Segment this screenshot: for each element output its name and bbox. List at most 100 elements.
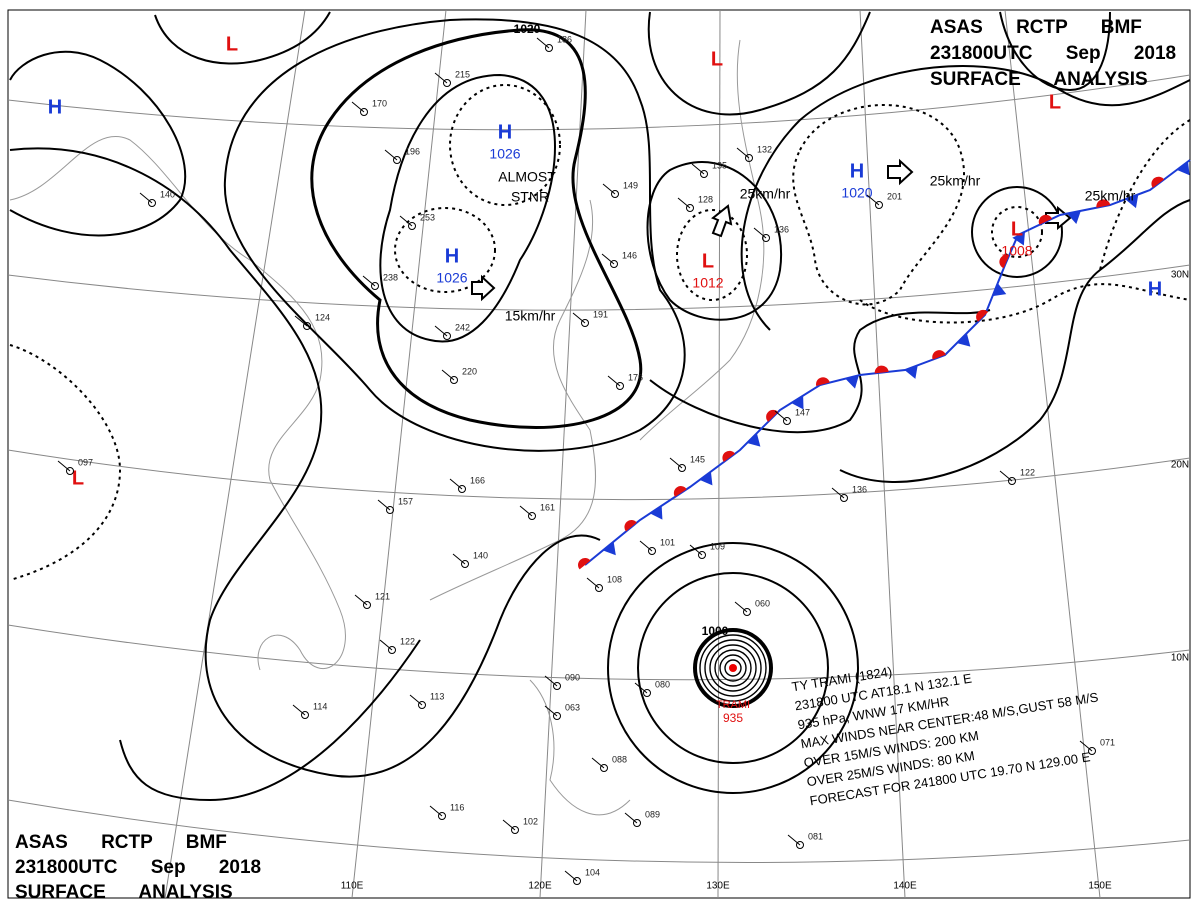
warm-front-semicircle [976,309,989,322]
station-pressure: 081 [808,831,823,841]
station-circle [545,44,553,52]
station-circle [408,222,416,230]
center-symbol: L [711,48,723,70]
motion-label: STNR [511,189,549,205]
station-pressure: 101 [660,537,675,547]
typhoon-name: TRAMI [716,699,750,711]
cold-front-triangle [904,365,918,379]
warm-front-semicircle [874,365,889,374]
station-circle [610,260,618,268]
station-wind [669,457,683,469]
station-pressure: 104 [585,867,600,877]
station-circle [301,711,309,719]
station-wind [292,704,306,716]
station-pressure: 196 [405,146,420,156]
station-pressure: 170 [372,98,387,108]
station-wind [294,315,308,327]
center-symbol: H [48,96,62,118]
station-pressure: 109 [710,541,725,551]
station-pressure: 140 [160,189,175,199]
station-wind [689,544,703,556]
station-circle [443,332,451,340]
station-circle [528,512,536,520]
cold-front-triangle [956,333,971,347]
center-pressure: 1008 [1001,243,1032,259]
station-wind [831,487,845,499]
warm-front-semicircle [673,486,687,497]
station-circle [461,560,469,568]
station-wind [362,275,376,287]
station-pressure: 122 [400,636,415,646]
cold-front-triangle [746,433,761,447]
station-wind [354,594,368,606]
station-circle [595,584,603,592]
station-pressure: 166 [470,475,485,485]
motion-label: 25km/hr [1085,188,1136,204]
cold-front-triangle [649,505,663,520]
station-circle [783,417,791,425]
center-pressure: 1026 [436,270,467,286]
station-circle [363,601,371,609]
station-pressure: 186 [557,34,572,44]
station-wind [377,499,391,511]
longitude-label: 120E [528,881,552,892]
station-circle [611,190,619,198]
typhoon-rings [699,634,767,702]
station-pressure: 113 [430,691,444,701]
header-line: SURFACE ANALYSIS [15,882,233,903]
station-wind [572,312,586,324]
station-wind [434,72,448,84]
warm-front-semicircle [999,254,1010,269]
station-circle [303,322,311,330]
station-pressure: 220 [462,366,477,376]
station-pressure: 128 [698,194,713,204]
station-circle [443,79,451,87]
stationary-front [577,159,1191,570]
station-wind [639,540,653,552]
station-wind [139,192,153,204]
station-wind [691,163,705,175]
station-circle [686,204,694,212]
station-circle [633,819,641,827]
station-wind [866,194,880,206]
station-circle [762,234,770,242]
station-wind [57,460,71,472]
motion-label: 15km/hr [505,308,556,324]
station-circle [643,689,651,697]
isobars [9,11,1191,802]
station-circle [581,319,589,327]
station-circle [360,108,368,116]
warm-front-semicircle [1151,176,1165,188]
station-circle [840,494,848,502]
station-wind [429,805,443,817]
latitude-label: 20N [1171,460,1189,471]
station-wind [434,325,448,337]
station-pressure: 089 [645,809,660,819]
cold-front-triangle [602,541,616,556]
header-line: 231800UTC Sep 2018 [15,857,261,878]
station-pressure: 090 [565,672,580,682]
station-wind [399,215,413,227]
latitude-label: 30N [1171,270,1189,281]
station-circle [796,841,804,849]
station-circle [573,877,581,885]
station-wind [607,375,621,387]
longitude-label: 130E [706,881,730,892]
station-pressure: 136 [774,224,789,234]
station-circle [458,485,466,493]
station-circle [600,764,608,772]
station-circle [148,199,156,207]
station-pressure: 140 [473,550,488,560]
isobar-label: 1000 [702,624,729,638]
station-pressure: 201 [887,191,902,201]
station-wind [379,639,393,651]
cold-front-triangle [1012,231,1025,246]
station-wind [774,410,788,422]
station-circle [371,282,379,290]
station-pressure: 253 [420,212,435,222]
station-pressure: 088 [612,754,627,764]
station-wind [591,757,605,769]
station-pressure: 060 [755,598,770,608]
station-wind [449,478,463,490]
station-wind [734,601,748,613]
